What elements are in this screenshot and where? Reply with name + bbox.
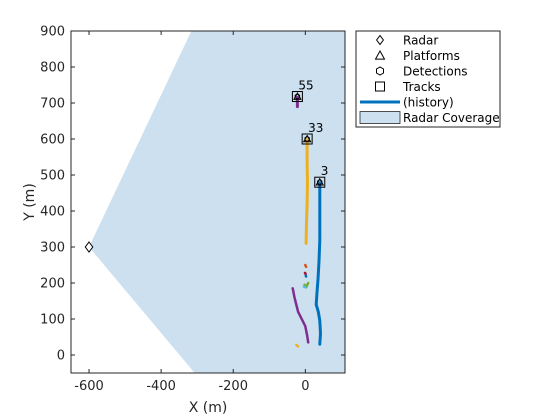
legend-tracks-icon [375, 81, 385, 92]
legend-platforms-icon [374, 49, 386, 60]
y-tick-label: 800 [40, 61, 65, 76]
legend-entry-label: Radar Coverage [403, 111, 500, 125]
legend-coverage-icon [359, 111, 401, 124]
radar-coverage-area [89, 31, 346, 373]
radar-coverage-layer [89, 31, 346, 373]
track-label-55: 55 [298, 79, 313, 93]
track-history-3 [314, 181, 322, 346]
short-track-history [302, 285, 307, 289]
short-track-history [303, 271, 307, 276]
track-history-33 [304, 138, 309, 245]
axes-box [70, 30, 346, 374]
tick-layer: -600 -400 -200 0 0 100 200 300 400 500 600 700 800 90… [40, 25, 345, 394]
y-tick-label: 200 [40, 277, 65, 292]
legend-entry-label: Detections [403, 65, 468, 79]
y-tick-label: 100 [40, 313, 65, 328]
legend-entry-label: Radar [403, 34, 438, 48]
x-tick-label: -600 [74, 379, 104, 394]
y-tick-label: 900 [40, 25, 65, 40]
track-marker-3 [314, 176, 326, 188]
y-axis-label: Y (m) [22, 183, 38, 222]
detection-marker-33 [304, 135, 310, 143]
y-tick-label: 0 [57, 349, 65, 364]
y-tick-label: 300 [40, 241, 65, 256]
y-tick-label: 600 [40, 133, 65, 148]
legend-entry-label: Tracks [402, 80, 441, 94]
short-track-history [295, 343, 300, 348]
y-tick-label: 400 [40, 205, 65, 220]
track-marker-55 [291, 91, 303, 103]
legend-box [355, 30, 501, 128]
detection-marker-3 [317, 179, 323, 186]
x-tick-label: -400 [146, 379, 176, 394]
x-axis-label: X (m) [189, 400, 228, 416]
x-tick-label: -200 [218, 379, 248, 394]
legend-detections-icon [376, 66, 384, 76]
radar-marker [84, 241, 94, 253]
legend-entry-label: Platforms [403, 49, 460, 63]
x-tick-label: 0 [301, 379, 309, 394]
detection-marker-55 [294, 93, 301, 100]
track-label-33: 33 [308, 121, 323, 135]
short-track-history [291, 287, 310, 344]
track-marker-33 [301, 133, 313, 145]
y-tick-label: 500 [40, 169, 65, 184]
legend-entry-label: (history) [403, 96, 454, 110]
track-label-3: 3 [321, 164, 329, 178]
short-track-history [304, 263, 308, 269]
legend-radar-icon [376, 34, 384, 46]
y-tick-label: 700 [40, 97, 65, 112]
